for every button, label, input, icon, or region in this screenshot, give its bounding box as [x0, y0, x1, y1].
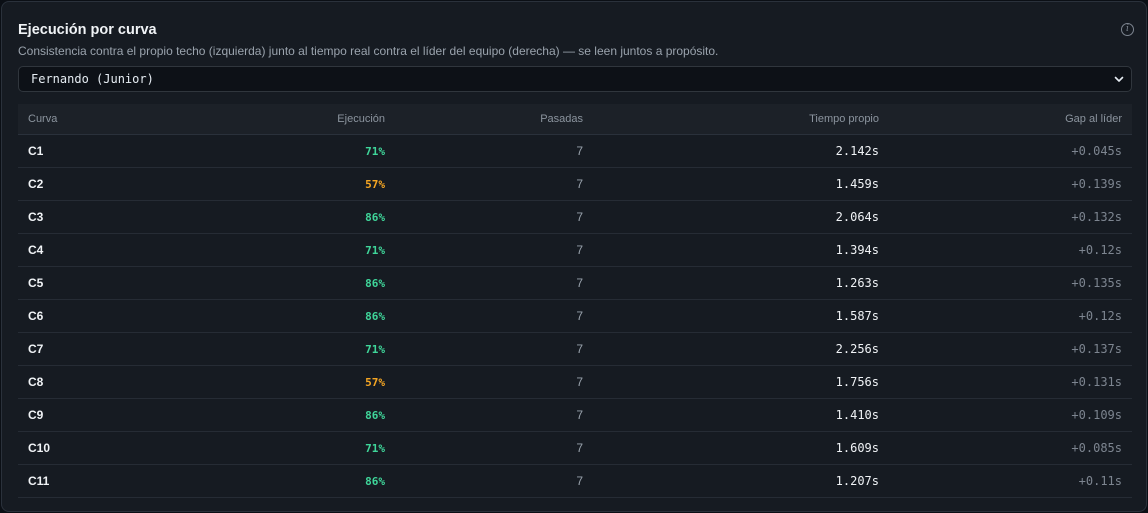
panel-title: Ejecución por curva — [18, 22, 157, 38]
execution-cell: 57% — [365, 375, 385, 389]
execution-cell: 86% — [365, 408, 385, 422]
chevron-down-icon — [1114, 76, 1124, 82]
own-time-cell: 2.064s — [835, 210, 879, 224]
gap-cell: +0.045s — [1071, 144, 1122, 158]
table-row: C8 57% 7 1.756s +0.131s — [18, 366, 1132, 399]
gap-cell: +0.12s — [1078, 243, 1122, 257]
curve-name-cell: C3 — [28, 210, 44, 224]
own-time-cell: 2.256s — [835, 342, 879, 356]
gap-cell: +0.109s — [1071, 408, 1122, 422]
gap-cell: +0.085s — [1071, 441, 1122, 455]
execution-cell: 86% — [365, 474, 385, 488]
gap-cell: +0.11s — [1078, 474, 1122, 488]
execution-cell: 71% — [365, 144, 385, 158]
gap-cell: +0.137s — [1071, 342, 1122, 356]
header-gap[interactable]: Gap al líder — [1065, 113, 1122, 125]
passes-cell: 7 — [576, 309, 583, 323]
own-time-cell: 1.459s — [835, 177, 879, 191]
header-execution[interactable]: Ejecución — [337, 113, 385, 125]
header-passes[interactable]: Pasadas — [540, 113, 583, 125]
table-row: C2 57% 7 1.459s +0.139s — [18, 168, 1132, 201]
passes-cell: 7 — [576, 177, 583, 191]
passes-cell: 7 — [576, 408, 583, 422]
passes-cell: 7 — [576, 375, 583, 389]
passes-cell: 7 — [576, 243, 583, 257]
passes-cell: 7 — [576, 342, 583, 356]
table-row: C10 71% 7 1.609s +0.085s — [18, 432, 1132, 465]
info-icon[interactable]: i — [1121, 23, 1134, 36]
header-own-time[interactable]: Tiempo propio — [809, 113, 879, 125]
own-time-cell: 1.394s — [835, 243, 879, 257]
passes-cell: 7 — [576, 144, 583, 158]
table-row: C6 86% 7 1.587s +0.12s — [18, 300, 1132, 333]
execution-cell: 86% — [365, 309, 385, 323]
gap-cell: +0.135s — [1071, 276, 1122, 290]
driver-select-value: Fernando (Junior) — [31, 72, 154, 86]
curve-name-cell: C5 — [28, 276, 44, 290]
curve-name-cell: C6 — [28, 309, 44, 323]
execution-cell: 86% — [365, 276, 385, 290]
gap-cell: +0.131s — [1071, 375, 1122, 389]
own-time-cell: 1.410s — [835, 408, 879, 422]
passes-cell: 7 — [576, 474, 583, 488]
table-header-row: Curva Ejecución Pasadas Tiempo propio Ga… — [18, 104, 1132, 135]
own-time-cell: 1.609s — [835, 441, 879, 455]
execution-cell: 86% — [365, 210, 385, 224]
table-row: C7 71% 7 2.256s +0.137s — [18, 333, 1132, 366]
header-curve[interactable]: Curva — [28, 113, 58, 125]
gap-cell: +0.139s — [1071, 177, 1122, 191]
curve-name-cell: C10 — [28, 441, 51, 455]
execution-cell: 71% — [365, 342, 385, 356]
own-time-cell: 1.756s — [835, 375, 879, 389]
curve-name-cell: C11 — [28, 474, 50, 488]
curve-name-cell: C7 — [28, 342, 44, 356]
own-time-cell: 2.142s — [835, 144, 879, 158]
driver-select[interactable]: Fernando (Junior) — [18, 66, 1132, 92]
passes-cell: 7 — [576, 441, 583, 455]
table-row: C4 71% 7 1.394s +0.12s — [18, 234, 1132, 267]
table-row: C5 86% 7 1.263s +0.135s — [18, 267, 1132, 300]
own-time-cell: 1.587s — [835, 309, 879, 323]
curve-name-cell: C9 — [28, 408, 44, 422]
gap-cell: +0.12s — [1078, 309, 1122, 323]
table-row: C3 86% 7 2.064s +0.132s — [18, 201, 1132, 234]
passes-cell: 7 — [576, 276, 583, 290]
curve-table: Curva Ejecución Pasadas Tiempo propio Ga… — [18, 104, 1132, 498]
curve-name-cell: C4 — [28, 243, 44, 257]
execution-cell: 71% — [365, 441, 385, 455]
curve-name-cell: C2 — [28, 177, 44, 191]
curve-name-cell: C1 — [28, 144, 44, 158]
curve-name-cell: C8 — [28, 375, 44, 389]
own-time-cell: 1.263s — [835, 276, 879, 290]
execution-cell: 57% — [365, 177, 385, 191]
panel-subtitle: Consistencia contra el propio techo (izq… — [18, 44, 719, 58]
own-time-cell: 1.207s — [835, 474, 879, 488]
table-row: C1 71% 7 2.142s +0.045s — [18, 135, 1132, 168]
table-row: C11 86% 7 1.207s +0.11s — [18, 465, 1132, 498]
execution-cell: 71% — [365, 243, 385, 257]
table-row: C9 86% 7 1.410s +0.109s — [18, 399, 1132, 432]
passes-cell: 7 — [576, 210, 583, 224]
gap-cell: +0.132s — [1071, 210, 1122, 224]
